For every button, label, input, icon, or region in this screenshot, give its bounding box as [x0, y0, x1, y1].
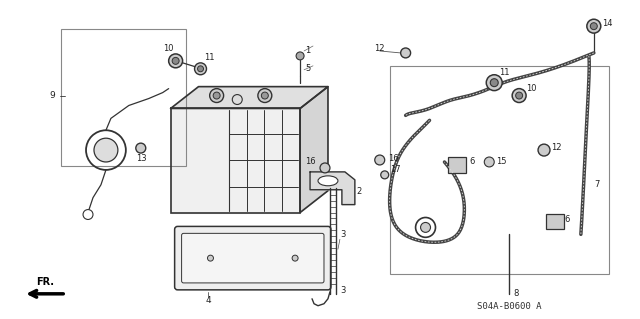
Circle shape [516, 92, 523, 99]
Circle shape [83, 210, 93, 219]
Text: 6: 6 [564, 215, 570, 224]
Circle shape [195, 63, 207, 75]
Circle shape [207, 255, 214, 261]
Circle shape [232, 94, 242, 105]
Circle shape [538, 144, 550, 156]
Text: 15: 15 [496, 158, 507, 167]
Circle shape [258, 89, 272, 102]
Text: S04A-B0600 A: S04A-B0600 A [477, 302, 541, 311]
Circle shape [296, 52, 304, 60]
Text: 4: 4 [205, 296, 211, 305]
Text: 16: 16 [388, 153, 398, 162]
Text: 8: 8 [513, 289, 518, 298]
Circle shape [420, 222, 431, 232]
Polygon shape [171, 108, 300, 212]
FancyBboxPatch shape [182, 234, 324, 283]
Polygon shape [171, 87, 328, 108]
Text: 11: 11 [205, 53, 215, 63]
Circle shape [587, 19, 601, 33]
Text: 3: 3 [340, 286, 346, 295]
Polygon shape [310, 172, 355, 204]
Circle shape [261, 92, 268, 99]
Text: 12: 12 [551, 143, 561, 152]
Text: 9: 9 [49, 91, 55, 100]
Text: 14: 14 [602, 19, 612, 28]
Text: 6: 6 [469, 158, 475, 167]
Polygon shape [175, 227, 330, 289]
Circle shape [512, 89, 526, 102]
Circle shape [484, 157, 494, 167]
Text: 10: 10 [163, 44, 173, 54]
Circle shape [94, 138, 118, 162]
Circle shape [292, 255, 298, 261]
Circle shape [490, 79, 498, 87]
Text: 3: 3 [340, 230, 346, 239]
Text: 1: 1 [305, 47, 310, 56]
Ellipse shape [318, 176, 338, 186]
Text: FR.: FR. [36, 277, 54, 287]
Text: 16: 16 [305, 158, 316, 167]
Circle shape [320, 163, 330, 173]
Circle shape [486, 75, 502, 91]
Circle shape [169, 54, 182, 68]
FancyBboxPatch shape [546, 213, 564, 229]
Circle shape [136, 143, 146, 153]
Circle shape [590, 23, 597, 30]
Polygon shape [300, 87, 328, 212]
Circle shape [172, 57, 179, 64]
Text: 17: 17 [390, 166, 401, 174]
Circle shape [210, 89, 223, 102]
Text: 12: 12 [374, 44, 384, 54]
FancyBboxPatch shape [449, 157, 467, 173]
FancyBboxPatch shape [175, 226, 331, 290]
Circle shape [198, 66, 204, 72]
Text: 5: 5 [305, 64, 310, 73]
Bar [61, 29, 186, 166]
Bar [171, 108, 300, 212]
Circle shape [213, 92, 220, 99]
Text: 13: 13 [136, 153, 147, 162]
Text: 2: 2 [357, 187, 362, 196]
Text: 11: 11 [499, 68, 509, 77]
Circle shape [401, 48, 411, 58]
Circle shape [375, 155, 385, 165]
Text: 7: 7 [594, 180, 599, 189]
Text: 10: 10 [526, 84, 536, 93]
Bar [390, 66, 609, 274]
Circle shape [381, 171, 388, 179]
